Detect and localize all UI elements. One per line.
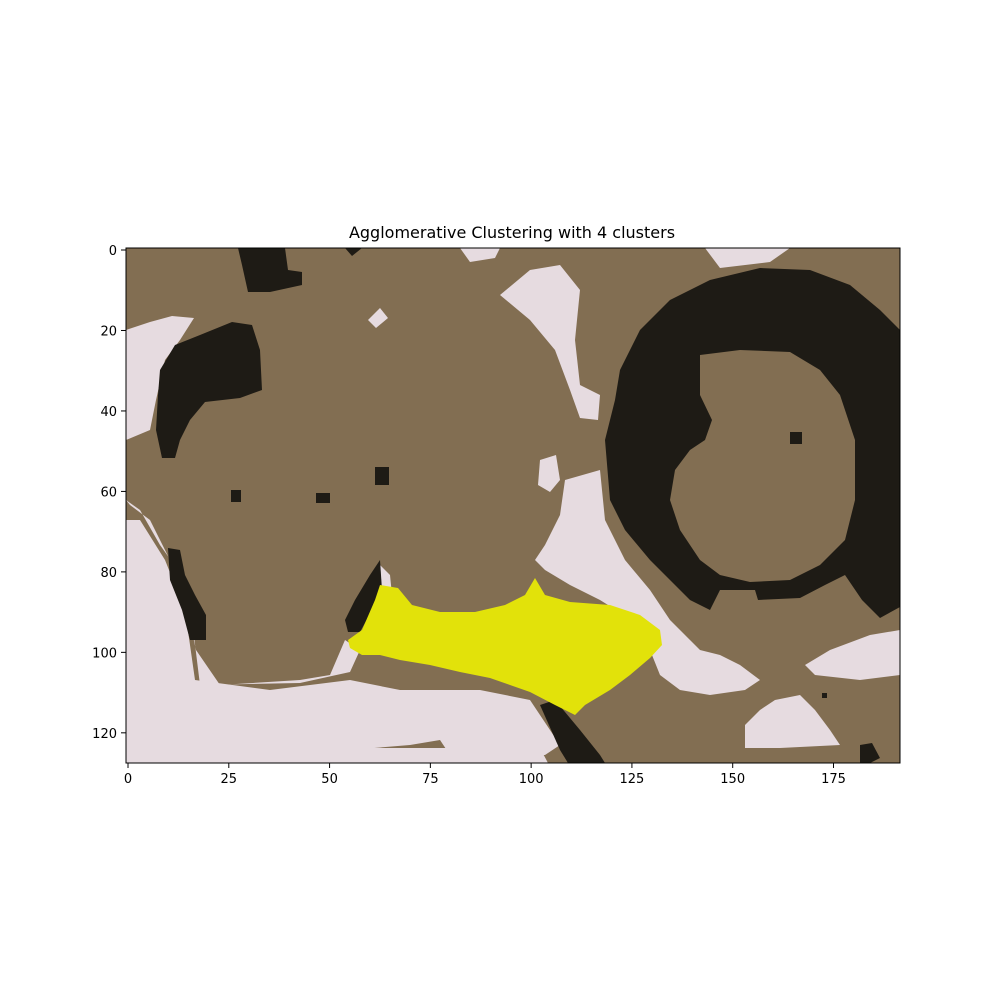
y-tick-label: 20 <box>100 324 117 339</box>
cluster-region-dark <box>231 490 241 502</box>
x-tick-label: 175 <box>821 772 846 787</box>
y-tick-label: 40 <box>100 405 117 420</box>
x-tick-label: 125 <box>620 772 645 787</box>
x-tick-label: 0 <box>124 772 132 787</box>
cluster-region-dark <box>375 467 389 485</box>
cluster-region-light <box>126 748 548 763</box>
cluster-region-dark <box>345 560 382 632</box>
cluster-region-light <box>500 265 600 420</box>
y-axis: 0 20 40 60 80 100 120 <box>92 244 126 742</box>
y-tick-label: 0 <box>109 244 117 259</box>
plot-area <box>126 248 900 763</box>
cluster-region-background <box>670 350 855 582</box>
cluster-region-dark <box>316 493 330 503</box>
cluster-region-light <box>368 308 388 328</box>
cluster-region-dark <box>540 700 605 763</box>
cluster-region-light <box>705 248 790 268</box>
y-tick-label: 80 <box>100 566 117 581</box>
cluster-region-light <box>538 455 560 492</box>
cluster-region-dark <box>860 743 880 763</box>
cluster-region-dark <box>822 693 827 698</box>
x-axis: 0 25 50 75 100 125 150 175 <box>124 763 846 787</box>
cluster-region-dark <box>238 248 302 292</box>
y-tick-label: 120 <box>92 727 117 742</box>
cluster-region-dark <box>156 322 262 458</box>
cluster-region-light <box>805 630 900 680</box>
x-tick-label: 75 <box>422 772 439 787</box>
y-tick-label: 60 <box>100 485 117 500</box>
x-tick-label: 100 <box>519 772 544 787</box>
x-tick-label: 150 <box>720 772 745 787</box>
cluster-region-light <box>126 520 560 755</box>
cluster-region-dark <box>345 248 362 256</box>
axes-frame <box>125 247 901 764</box>
cluster-region-dark <box>790 432 802 444</box>
y-tick-label: 100 <box>92 646 117 661</box>
x-tick-label: 50 <box>321 772 338 787</box>
cluster-region-dark <box>168 548 206 640</box>
cluster-region-light <box>745 695 840 748</box>
cluster-region-light <box>460 248 500 262</box>
cluster-region-light <box>126 500 360 685</box>
x-tick-label: 25 <box>221 772 238 787</box>
cluster-region-yellow <box>348 578 662 715</box>
cluster-region-light <box>535 470 760 695</box>
chart-title: Agglomerative Clustering with 4 clusters <box>349 223 675 242</box>
